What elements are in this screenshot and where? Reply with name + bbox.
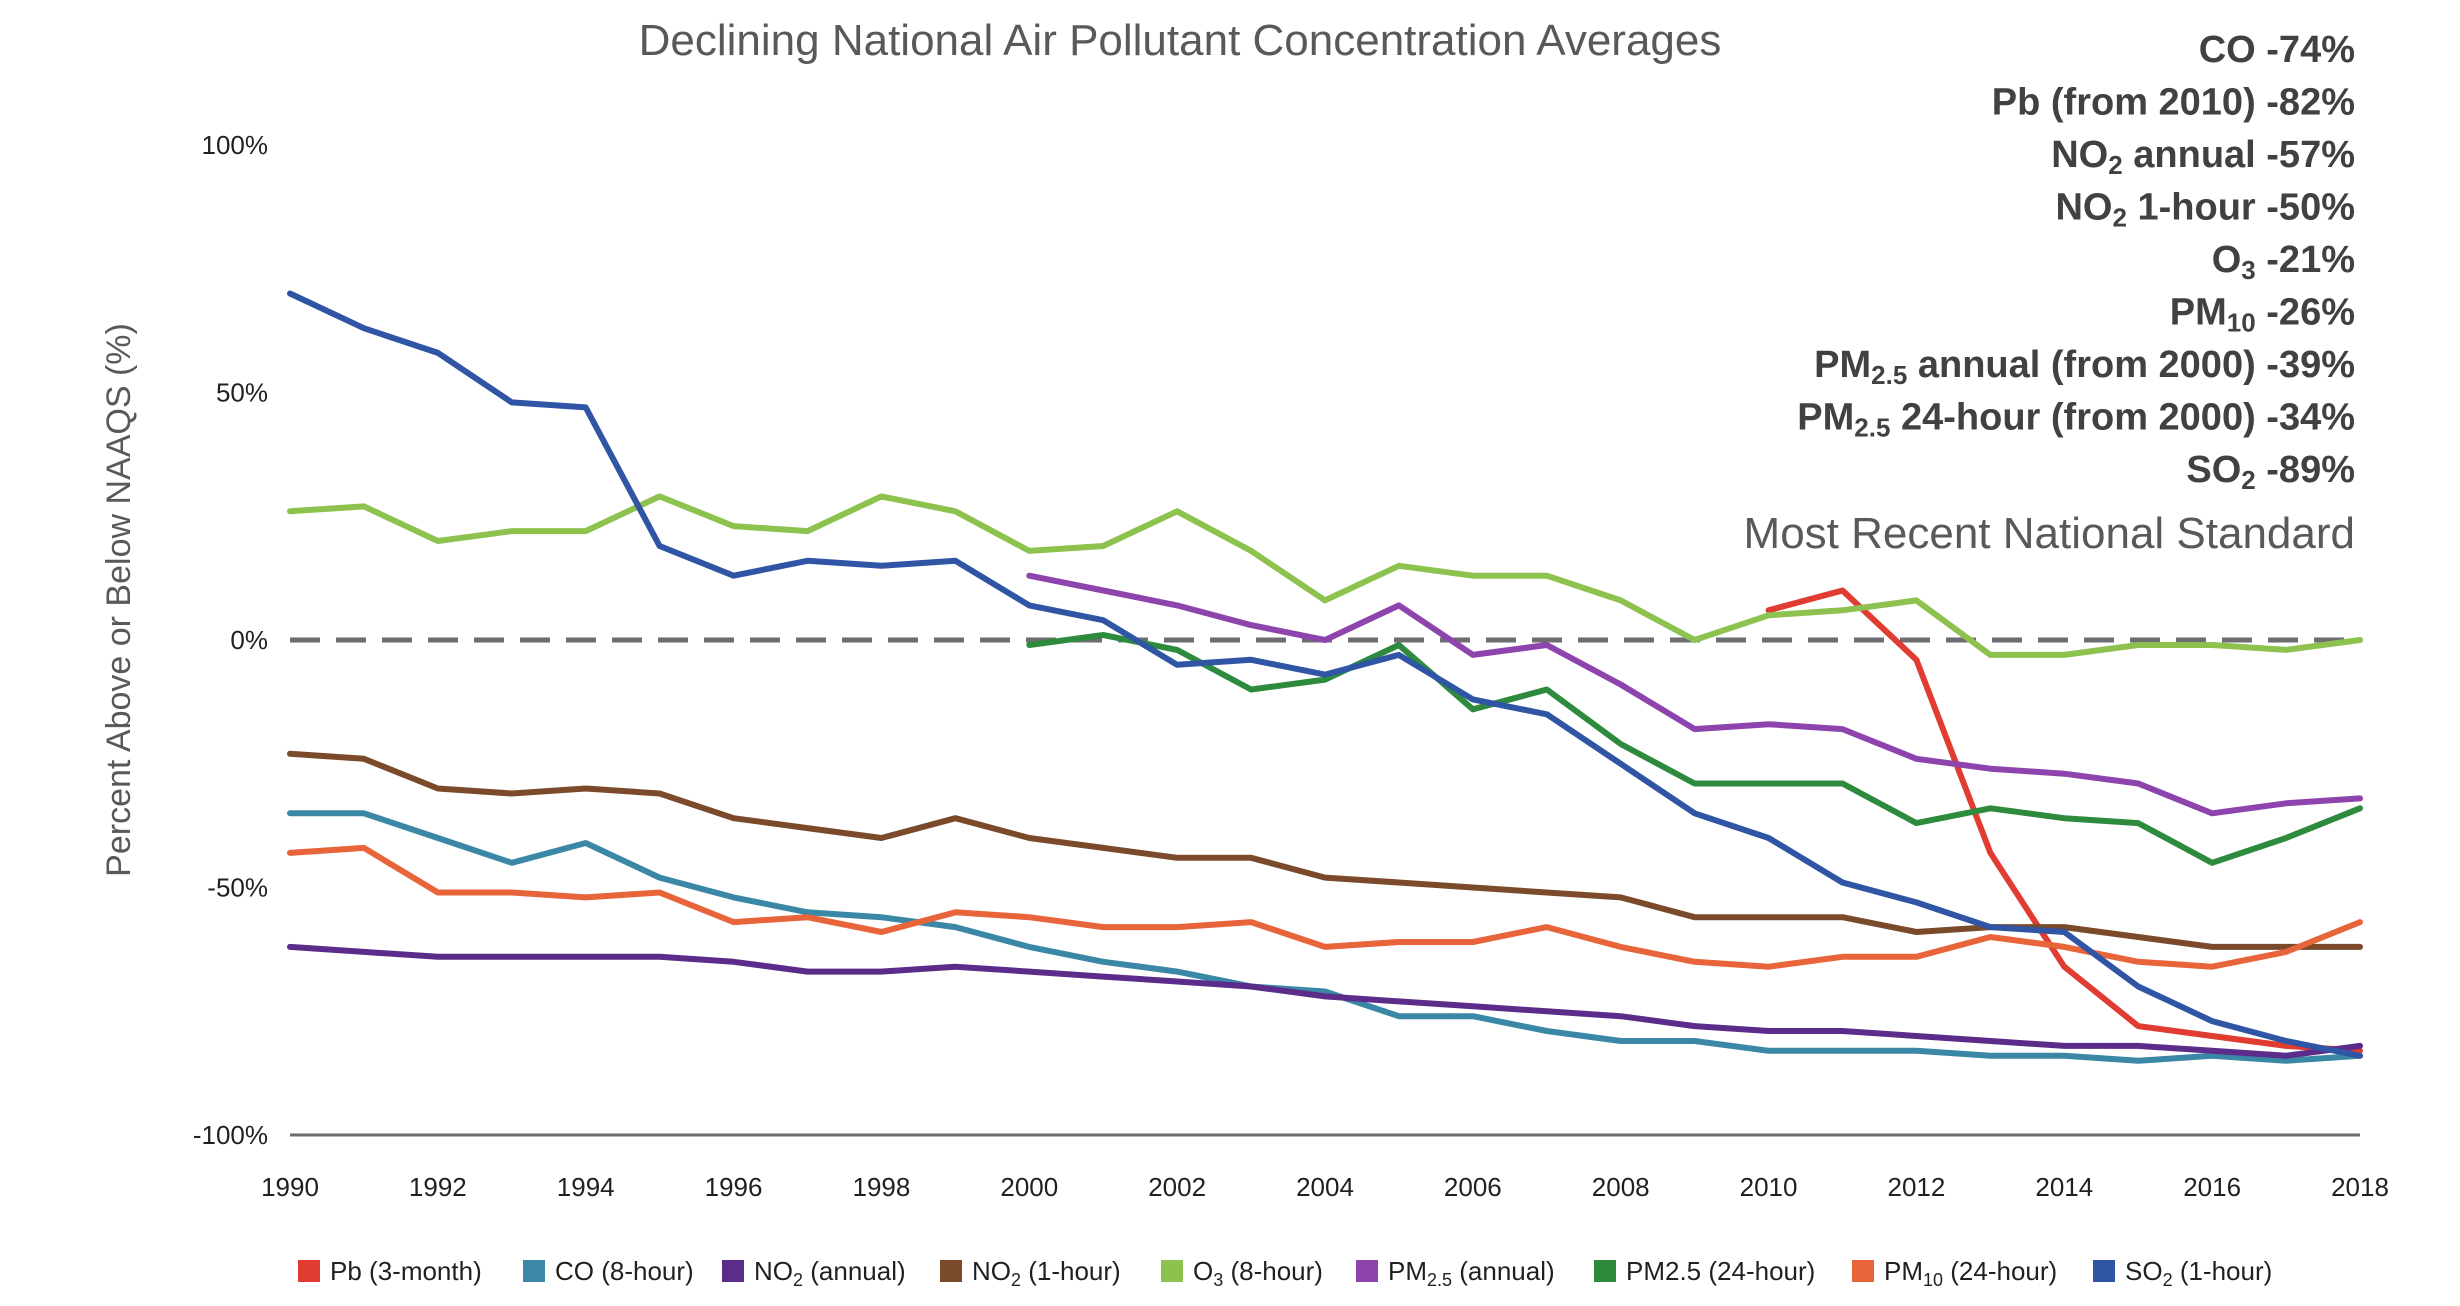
- x-tick-label: 2000: [1000, 1172, 1058, 1202]
- x-tick-label: 1996: [705, 1172, 763, 1202]
- legend-label-co: CO (8-hour): [555, 1256, 694, 1286]
- y-tick-label: 0%: [230, 625, 268, 655]
- series-line-pb: [1765, 587, 2363, 1054]
- y-axis-label: Percent Above or Below NAAQS (%): [100, 323, 138, 877]
- legend-swatch-pb: [298, 1260, 320, 1282]
- series-line-o3: [287, 493, 2363, 658]
- x-tick-label: 1998: [853, 1172, 911, 1202]
- y-tick-label: 50%: [216, 378, 268, 408]
- annotation-2: NO2 annual -57%: [2051, 134, 2355, 180]
- annotation-4: O3 -21%: [2212, 239, 2355, 285]
- x-tick-label: 2014: [2035, 1172, 2093, 1202]
- y-tick-label: -100%: [193, 1120, 268, 1150]
- y-axis-ticks: 100% 50% 0% -50% -100%: [193, 130, 268, 1150]
- legend-label-pm25a: PM2.5 (annual): [1388, 1256, 1555, 1290]
- annotation-3: NO2 1-hour -50%: [2055, 187, 2355, 233]
- series-line-co: [287, 810, 2363, 1064]
- legend-label-no2a: NO2 (annual): [754, 1256, 906, 1290]
- annotation-7: PM2.5 24-hour (from 2000) -34%: [1797, 397, 2355, 443]
- x-tick-label: 1990: [261, 1172, 319, 1202]
- series-lines: [287, 290, 2363, 1064]
- annotation-0: CO -74%: [2199, 29, 2355, 71]
- x-tick-label: 2006: [1444, 1172, 1502, 1202]
- legend-swatch-o3: [1161, 1260, 1183, 1282]
- x-tick-label: 2016: [2183, 1172, 2241, 1202]
- legend-swatch-pm2524: [1594, 1260, 1616, 1282]
- series-line-pm25a: [1026, 572, 2363, 817]
- annotation-5: PM10 -26%: [2170, 292, 2355, 338]
- legend-label-so2: SO2 (1-hour): [2125, 1256, 2272, 1290]
- legend: Pb (3-month) CO (8-hour) NO2 (annual) NO2 (…: [298, 1256, 2272, 1290]
- x-tick-label: 2008: [1592, 1172, 1650, 1202]
- legend-label-pm10: PM10 (24-hour): [1884, 1256, 2057, 1290]
- legend-label-pb: Pb (3-month): [330, 1256, 482, 1286]
- legend-swatch-so2: [2093, 1260, 2115, 1282]
- legend-label-no21: NO2 (1-hour): [972, 1256, 1121, 1290]
- national-standard-label: Most Recent National Standard: [1744, 509, 2355, 558]
- series-line-pm2524: [1026, 632, 2363, 866]
- x-tick-label: 1994: [557, 1172, 615, 1202]
- legend-swatch-pm25a: [1356, 1260, 1378, 1282]
- series-line-pm10: [287, 844, 2363, 970]
- annotation-8: SO2 -89%: [2186, 449, 2355, 495]
- x-tick-label: 2010: [1740, 1172, 1798, 1202]
- percent-change-annotations: CO -74% Pb (from 2010) -82% NO2 annual -57…: [1797, 29, 2355, 495]
- x-tick-label: 2018: [2331, 1172, 2389, 1202]
- y-tick-label: -50%: [207, 873, 268, 903]
- legend-label-pm2524: PM2.5 (24-hour): [1626, 1256, 1815, 1286]
- series-line-so2: [287, 290, 2363, 1059]
- legend-swatch-co: [523, 1260, 545, 1282]
- legend-swatch-no21: [940, 1260, 962, 1282]
- x-tick-label: 2004: [1296, 1172, 1354, 1202]
- x-tick-label: 2012: [1888, 1172, 1946, 1202]
- chart-title: Declining National Air Pollutant Concent…: [639, 16, 1722, 65]
- legend-swatch-no2a: [722, 1260, 744, 1282]
- legend-swatch-pm10: [1852, 1260, 1874, 1282]
- annotation-1: Pb (from 2010) -82%: [1992, 82, 2355, 124]
- legend-label-o3: O3 (8-hour): [1193, 1256, 1323, 1290]
- x-tick-label: 2002: [1148, 1172, 1206, 1202]
- x-axis-ticks: 1990 1992 1994 1996 1998 2000 2002 2004 2006 2008…: [261, 1172, 2389, 1202]
- y-tick-label: 100%: [202, 130, 269, 160]
- annotation-6: PM2.5 annual (from 2000) -39%: [1814, 344, 2355, 390]
- x-tick-label: 1992: [409, 1172, 467, 1202]
- series-line-no2a: [287, 943, 2363, 1059]
